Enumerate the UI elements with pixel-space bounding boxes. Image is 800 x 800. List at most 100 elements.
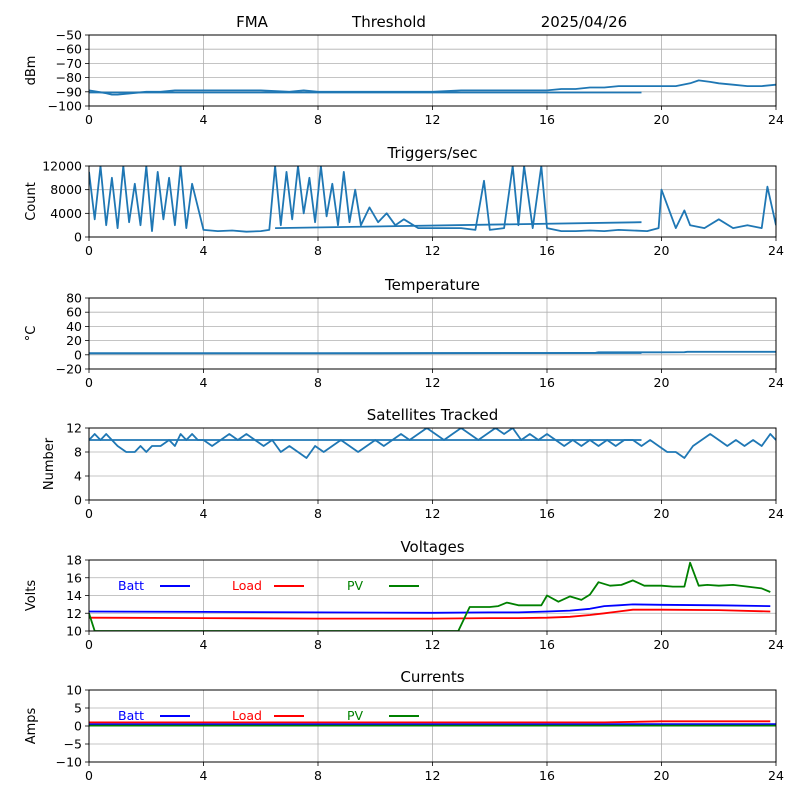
x-tick-label: 12 xyxy=(425,243,441,258)
legend-label: PV xyxy=(347,578,364,593)
y-tick-label: 80 xyxy=(66,291,82,306)
x-tick-label: 0 xyxy=(85,637,93,652)
legend-label: Load xyxy=(232,708,262,723)
chart-panel: 0 4 8 12 16 20 24 −100−90−80−70−60−50 dBm xyxy=(24,28,784,128)
legend-label: PV xyxy=(347,708,364,723)
x-tick-label: 8 xyxy=(314,637,322,652)
x-tick-label: 24 xyxy=(768,375,784,390)
y-tick-label: 14 xyxy=(66,588,82,603)
x-tick-label: 8 xyxy=(314,506,322,521)
x-tick-label: 20 xyxy=(654,768,670,783)
x-tick-label: 8 xyxy=(314,243,322,258)
panel-title: Satellites Tracked xyxy=(367,406,498,424)
panel-title: Voltages xyxy=(400,538,464,556)
chart-panel: 0 4 8 12 16 20 24 0 4000 8000 12000 Triggers/sec Cou… xyxy=(24,144,784,258)
legend-label: Batt xyxy=(118,708,144,723)
chart-panel: 0 4 8 12 16 20 24 −10 −5 0 5 10 Currents Amps Batt Load… xyxy=(24,668,784,783)
x-tick-label: 12 xyxy=(425,637,441,652)
y-axis-label: Volts xyxy=(24,580,39,612)
chart-panel: 0 4 8 12 16 20 24 0 4 8 12 Satellites Tracked Number xyxy=(42,406,784,521)
y-tick-label: −60 xyxy=(56,42,82,57)
x-tick-label: 0 xyxy=(85,243,93,258)
y-tick-label: 20 xyxy=(66,333,82,348)
y-tick-label: 18 xyxy=(66,553,82,568)
x-tick-label: 8 xyxy=(314,375,322,390)
header-station: FMA xyxy=(236,13,269,31)
series-line xyxy=(275,221,642,229)
y-tick-label: 5 xyxy=(74,701,82,716)
chart-panel: 0 4 8 12 16 20 24 10 12 14 16 18 Voltages Volts Batt Lo… xyxy=(24,538,784,652)
x-tick-label: 8 xyxy=(314,768,322,783)
y-axis-label: °C xyxy=(24,326,39,342)
y-tick-label: 8000 xyxy=(50,182,82,197)
x-tick-label: 16 xyxy=(539,506,555,521)
y-tick-label: −70 xyxy=(56,56,82,71)
y-tick-label: 16 xyxy=(66,570,82,585)
x-tick-label: 12 xyxy=(425,112,441,127)
x-tick-label: 24 xyxy=(768,243,784,258)
y-tick-label: 12 xyxy=(66,421,82,436)
x-tick-label: 20 xyxy=(654,112,670,127)
x-tick-label: 4 xyxy=(200,112,208,127)
x-tick-label: 0 xyxy=(85,375,93,390)
x-tick-label: 20 xyxy=(654,637,670,652)
y-tick-label: 10 xyxy=(66,624,82,639)
y-tick-label: 60 xyxy=(66,305,82,320)
y-tick-label: −80 xyxy=(56,70,82,85)
panel-title: Currents xyxy=(400,668,464,686)
x-tick-label: 4 xyxy=(200,375,208,390)
series-line xyxy=(89,603,771,614)
y-axis-label: Count xyxy=(24,182,39,221)
y-tick-label: 4 xyxy=(74,469,82,484)
x-tick-label: 24 xyxy=(768,637,784,652)
x-tick-label: 4 xyxy=(200,768,208,783)
y-tick-label: 12000 xyxy=(42,159,82,174)
x-tick-label: 16 xyxy=(539,375,555,390)
panel-title: Temperature xyxy=(384,276,480,294)
x-tick-label: 0 xyxy=(85,768,93,783)
x-tick-label: 4 xyxy=(200,506,208,521)
x-tick-label: 12 xyxy=(425,768,441,783)
y-tick-label: 40 xyxy=(66,319,82,334)
x-tick-label: 20 xyxy=(654,243,670,258)
x-tick-label: 16 xyxy=(539,768,555,783)
y-tick-label: −10 xyxy=(56,755,82,770)
header-date: 2025/04/26 xyxy=(541,13,627,31)
x-tick-label: 8 xyxy=(314,112,322,127)
x-tick-label: 4 xyxy=(200,243,208,258)
x-tick-label: 16 xyxy=(539,112,555,127)
legend-label: Load xyxy=(232,578,262,593)
y-tick-label: −100 xyxy=(48,99,82,114)
series-line xyxy=(89,608,771,620)
series-line xyxy=(89,561,771,631)
y-tick-label: 10 xyxy=(66,683,82,698)
y-tick-label: 8 xyxy=(74,445,82,460)
y-tick-label: −90 xyxy=(56,84,82,99)
series-line xyxy=(89,166,776,233)
x-tick-label: 20 xyxy=(654,506,670,521)
x-tick-label: 0 xyxy=(85,112,93,127)
y-tick-label: −5 xyxy=(64,737,82,752)
y-tick-label: 4000 xyxy=(50,206,82,221)
x-tick-label: 24 xyxy=(768,112,784,127)
y-tick-label: 0 xyxy=(74,230,82,245)
x-tick-label: 20 xyxy=(654,375,670,390)
y-axis-label: Number xyxy=(42,437,57,490)
panel-title: Triggers/sec xyxy=(387,144,478,162)
y-tick-label: −50 xyxy=(56,28,82,43)
x-tick-label: 4 xyxy=(200,637,208,652)
x-tick-label: 0 xyxy=(85,506,93,521)
y-tick-label: 12 xyxy=(66,606,82,621)
y-tick-label: 0 xyxy=(74,493,82,508)
y-axis-label: dBm xyxy=(24,56,39,86)
x-tick-label: 24 xyxy=(768,506,784,521)
legend-label: Batt xyxy=(118,578,144,593)
x-tick-label: 16 xyxy=(539,637,555,652)
x-tick-label: 24 xyxy=(768,768,784,783)
x-tick-label: 16 xyxy=(539,243,555,258)
y-tick-label: 0 xyxy=(74,347,82,362)
header-mode: Threshold xyxy=(351,13,426,31)
x-tick-label: 12 xyxy=(425,375,441,390)
